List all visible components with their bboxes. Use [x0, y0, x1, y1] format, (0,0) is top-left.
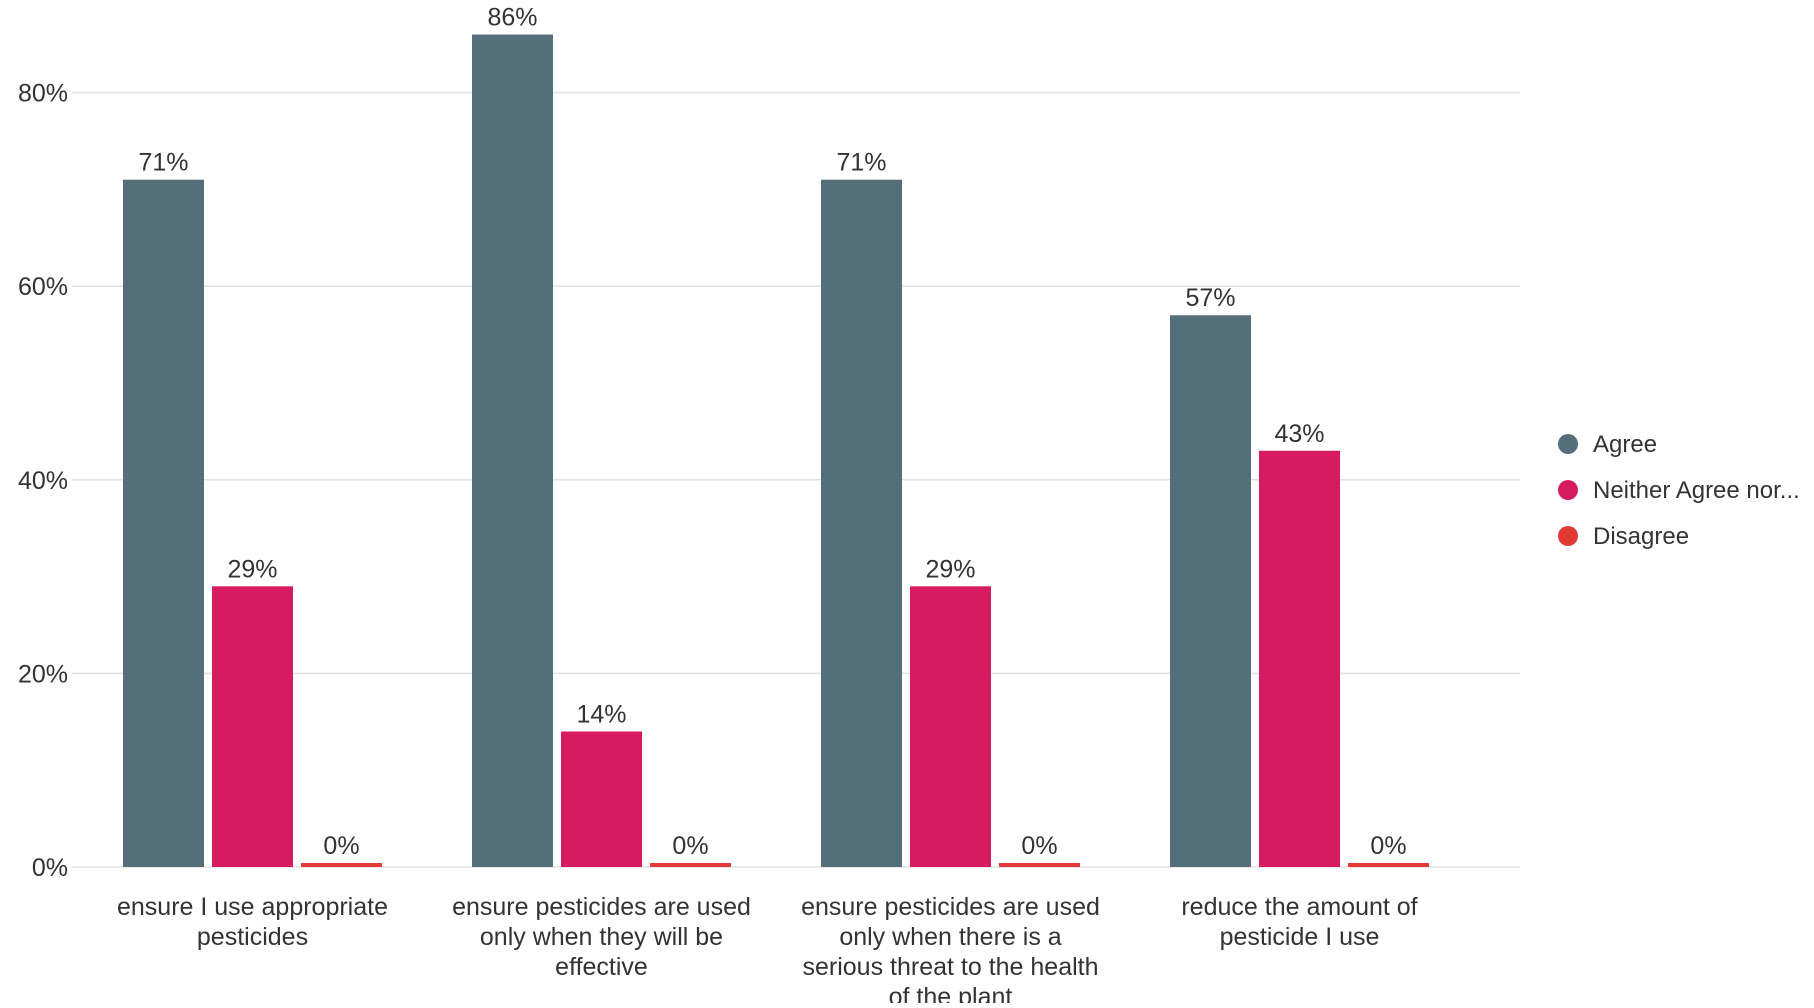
y-tick-label: 0% [32, 854, 68, 882]
data-label: 0% [672, 832, 708, 860]
data-label: 0% [1021, 832, 1057, 860]
data-label: 14% [576, 700, 626, 728]
y-tick-label: 80% [18, 80, 68, 108]
y-tick-label: 20% [18, 660, 68, 688]
bar[interactable] [821, 179, 902, 868]
legend[interactable]: Agree Neither Agree nor... Disagree [1558, 431, 1800, 550]
data-label: 29% [227, 555, 277, 583]
legend-item[interactable]: Agree [1558, 431, 1657, 458]
legend-label: Neither Agree nor... [1593, 477, 1800, 504]
y-tick-label: 40% [18, 467, 68, 495]
category-label: ensure pesticides are used only when they… [452, 893, 751, 981]
data-label: 29% [925, 555, 975, 583]
category-label-line: ensure I use appropriate [117, 893, 388, 921]
bar[interactable] [910, 586, 991, 867]
data-label: 43% [1274, 420, 1324, 448]
category-label-line: pesticide I use [1220, 923, 1380, 951]
legend-swatch [1558, 480, 1578, 500]
y-axis: 0% 20% 40% 60% 80% [18, 80, 68, 882]
y-tick-label: 60% [18, 273, 68, 301]
data-label: 57% [1185, 284, 1235, 312]
category-label-line: only when they will be [480, 923, 723, 951]
category-label-line: effective [555, 953, 648, 981]
data-label: 71% [836, 149, 886, 177]
bar[interactable] [561, 731, 642, 867]
data-label: 0% [1370, 832, 1406, 860]
legend-label: Disagree [1593, 523, 1689, 550]
legend-swatch [1558, 526, 1578, 546]
bar[interactable] [1348, 863, 1429, 867]
legend-item[interactable]: Disagree [1558, 523, 1689, 550]
bar[interactable] [472, 34, 553, 867]
data-labels: 71% 29% 0% 86% 14% 0% 71% 29% 0% 57% 43% 0% [138, 4, 1406, 860]
data-label: 86% [487, 4, 537, 32]
bar[interactable] [1170, 315, 1251, 867]
bar[interactable] [999, 863, 1080, 867]
bar[interactable] [650, 863, 731, 867]
category-label-line: ensure pesticides are used [801, 893, 1100, 921]
category-label-line: only when there is a [839, 923, 1061, 951]
x-axis: ensure I use appropriate pesticidesensure… [117, 893, 1418, 1008]
category-label: reduce the amount of pesticide I use [1181, 893, 1417, 951]
data-label: 0% [323, 832, 359, 860]
category-label: ensure I use appropriate pesticides [117, 893, 388, 951]
category-label-line: reduce the amount of [1181, 893, 1417, 921]
bars [123, 34, 1429, 868]
category-label-line: serious threat to the health [802, 953, 1098, 981]
category-label-line: pesticides [197, 923, 308, 951]
category-label: ensure pesticides are used only when ther… [801, 893, 1100, 1003]
bar[interactable] [123, 179, 204, 868]
bar[interactable] [1259, 450, 1340, 867]
category-label-line: of the plant [889, 983, 1013, 1003]
bar[interactable] [212, 586, 293, 867]
category-label-line: ensure pesticides are used [452, 893, 751, 921]
legend-swatch [1558, 434, 1578, 454]
legend-label: Agree [1593, 431, 1657, 458]
data-label: 71% [138, 149, 188, 177]
bar[interactable] [301, 863, 382, 867]
legend-item[interactable]: Neither Agree nor... [1558, 477, 1800, 504]
